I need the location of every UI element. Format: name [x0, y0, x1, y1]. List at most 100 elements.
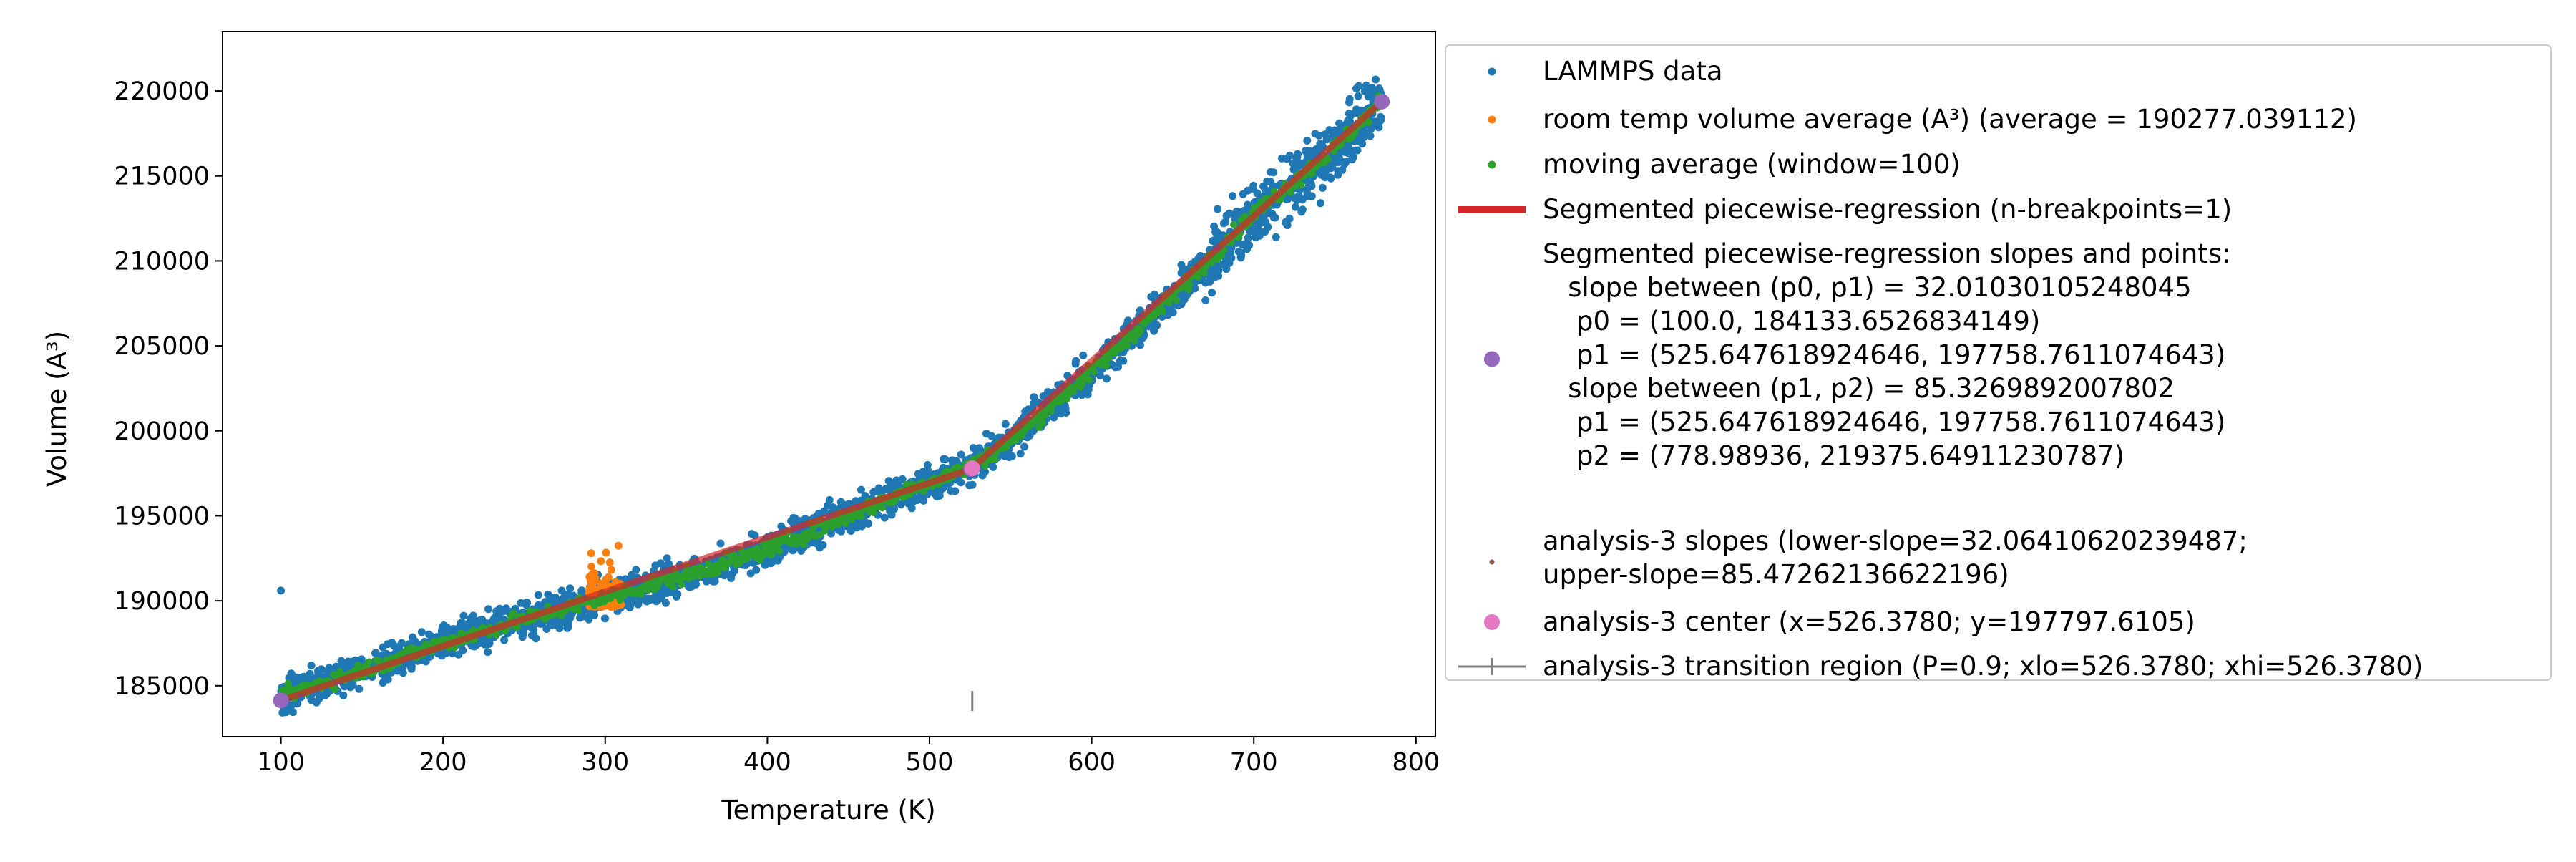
y-tick-label: 195000: [114, 502, 210, 531]
legend-marker-circle: [1484, 351, 1500, 367]
lammps-point: [1016, 450, 1025, 458]
lammps-point: [1349, 147, 1357, 155]
legend-entry-text: analysis-3 transition region (P=0.9; xlo…: [1543, 651, 2423, 682]
legend-entry-text: Segmented piecewise-regression (n-breakp…: [1543, 194, 2232, 225]
moving-average-point: [637, 591, 645, 598]
room-temp-point: [588, 578, 597, 587]
lammps-point: [459, 611, 468, 620]
lammps-point: [1079, 351, 1088, 359]
legend-entry-text: p2 = (778.98936, 219375.64911230787): [1543, 440, 2124, 471]
lammps-point: [887, 510, 896, 519]
lammps-point: [1177, 261, 1186, 269]
lammps-point: [1033, 397, 1041, 406]
lammps-point: [1054, 408, 1063, 417]
lammps-point: [1314, 131, 1323, 140]
lammps-point: [1062, 409, 1070, 417]
lammps-point: [819, 541, 827, 549]
moving-average-point: [365, 658, 373, 666]
breakpoint-marker: [273, 692, 289, 709]
moving-average-point: [696, 572, 703, 580]
moving-average-point: [513, 624, 521, 631]
lammps-point: [1213, 228, 1221, 236]
lammps-point: [857, 522, 866, 531]
moving-average-point: [678, 581, 686, 589]
lammps-point: [880, 513, 889, 522]
lammps-point: [1375, 84, 1383, 92]
lammps-point: [748, 530, 756, 538]
moving-average-point: [1230, 221, 1238, 228]
lammps-point: [1243, 245, 1252, 253]
lammps-point: [1020, 442, 1028, 451]
lammps-point: [665, 560, 673, 568]
lammps-point: [1043, 388, 1052, 396]
lammps-point: [1343, 117, 1352, 126]
legend-entry-text: room temp volume average (A³) (average =…: [1543, 104, 2357, 135]
moving-average-point: [1172, 296, 1180, 304]
analysis-center-marker: [964, 460, 980, 477]
y-tick-label: 190000: [114, 587, 210, 616]
lammps-point: [564, 590, 572, 599]
room-temp-point: [601, 581, 610, 589]
lammps-point: [709, 577, 718, 586]
lammps-point: [652, 597, 660, 606]
moving-average-point: [669, 583, 677, 591]
room-temp-point: [602, 548, 610, 557]
lammps-point: [1327, 174, 1335, 183]
room-temp-point: [605, 558, 614, 567]
lammps-point: [530, 626, 538, 634]
lammps-point: [1375, 123, 1383, 132]
lammps-point: [355, 684, 364, 693]
room-temp-point: [587, 549, 595, 558]
lammps-point: [1177, 300, 1186, 309]
lammps-point: [1234, 247, 1243, 256]
axes: 100 200 300 400 500 600 700 800 185000 190000 1950…: [114, 31, 1440, 777]
y-tick-label: 220000: [114, 77, 210, 106]
legend-entry-text: upper-slope=85.47262136622196): [1543, 559, 2009, 590]
lammps-point: [947, 487, 955, 495]
lammps-point: [924, 466, 932, 475]
lammps-point: [307, 662, 316, 670]
moving-average-point: [821, 527, 829, 535]
lammps-point: [1377, 116, 1385, 125]
lammps-point: [339, 691, 348, 699]
lammps-point: [315, 694, 323, 703]
lammps-point: [287, 669, 296, 678]
lammps-point: [348, 657, 357, 666]
lammps-point: [1259, 182, 1268, 190]
room-temp-point: [590, 584, 598, 593]
lammps-point: [982, 430, 990, 438]
moving-average-point: [1103, 362, 1111, 369]
legend-entry-text: slope between (p0, p1) = 32.010301052480…: [1543, 272, 2192, 303]
lammps-point: [1072, 357, 1080, 365]
lammps-outlier-point: [277, 586, 286, 595]
moving-average-point: [714, 569, 722, 576]
breakpoint-marker: [1374, 93, 1390, 110]
moving-average-point: [1286, 188, 1294, 196]
lammps-point: [557, 586, 566, 595]
moving-average-point: [1039, 419, 1047, 427]
moving-average-point: [1123, 342, 1131, 349]
lammps-point: [1001, 420, 1010, 428]
moving-average-point: [1137, 326, 1145, 334]
moving-average-point: [776, 547, 784, 555]
moving-average-point: [1365, 118, 1372, 126]
lammps-point: [397, 639, 406, 647]
lammps-point: [495, 609, 503, 618]
moving-average-point: [1131, 336, 1138, 344]
y-tick-label: 215000: [114, 163, 210, 191]
lammps-point: [465, 619, 473, 627]
lammps-point: [941, 455, 950, 464]
lammps-point: [663, 554, 671, 563]
lammps-point: [864, 519, 872, 528]
moving-average-point: [704, 560, 712, 568]
lammps-point: [721, 571, 729, 579]
lammps-point: [449, 625, 458, 633]
lammps-point: [663, 589, 671, 597]
lammps-point: [566, 584, 575, 593]
lammps-point: [1316, 199, 1324, 208]
lammps-point: [1286, 151, 1294, 160]
lammps-point: [1366, 132, 1375, 140]
lammps-point: [973, 446, 982, 454]
moving-average-point: [1201, 269, 1209, 276]
lammps-point: [746, 569, 755, 578]
